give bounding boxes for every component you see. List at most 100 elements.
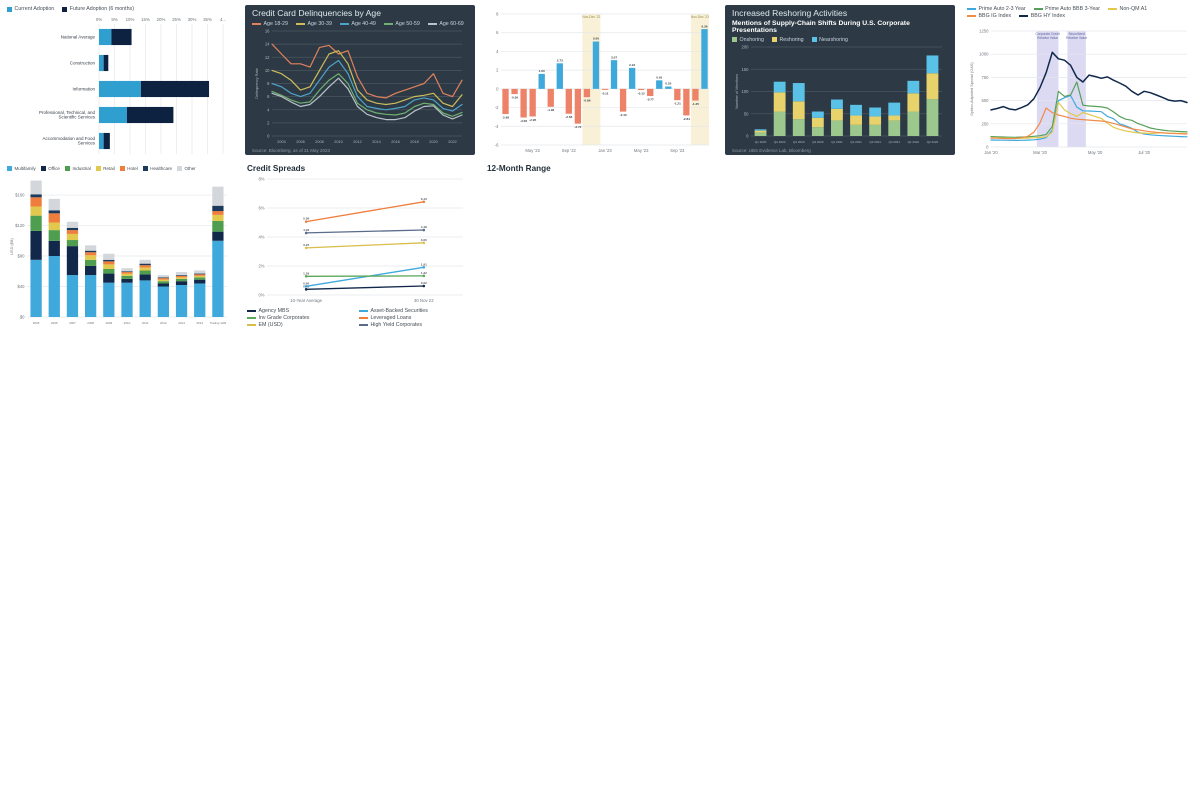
legend-label: Other xyxy=(184,166,196,171)
svg-text:3.25: 3.25 xyxy=(303,243,309,247)
svg-text:4...: 4... xyxy=(220,17,226,22)
svg-text:Q3 2021: Q3 2021 xyxy=(869,140,881,144)
svg-text:2010: 2010 xyxy=(124,321,131,325)
panel-title: 12-Month Range xyxy=(487,164,551,173)
credit-spreads-legend: Agency MBS Asset-Backed Securities Inv Gra… xyxy=(247,308,473,328)
svg-text:Information: Information xyxy=(72,87,95,92)
legend-swatch-sq xyxy=(7,166,12,171)
structured-credit-oas-legend: Prime Auto 2-3 Year Prime Auto BBB 3-Year… xyxy=(967,6,1193,19)
svg-text:May '20: May '20 xyxy=(1088,150,1103,155)
legend-label: Hotel xyxy=(127,166,138,171)
panel-subtitle: Mentions of Supply-Chain Shifts During U… xyxy=(732,19,910,35)
svg-text:10: 10 xyxy=(265,68,270,73)
svg-text:2008: 2008 xyxy=(315,140,323,144)
twelve-month-range-card: 12-Month Range xyxy=(480,160,720,330)
svg-text:1000: 1000 xyxy=(979,52,989,57)
svg-text:1.29: 1.29 xyxy=(303,272,309,276)
svg-text:50: 50 xyxy=(744,111,749,116)
svg-text:$160: $160 xyxy=(15,193,25,198)
legend-label: Agency MBS xyxy=(258,308,290,314)
svg-text:Q1 2020: Q1 2020 xyxy=(755,140,767,144)
legend-label: Leveraged Loans xyxy=(370,315,412,321)
ai-adoption-by-industry-plot: 0% 5% 10% 15% 20% 25% 30% 35% 4... National Avera… xyxy=(7,12,233,158)
svg-text:2018: 2018 xyxy=(410,140,418,144)
svg-text:100: 100 xyxy=(742,89,750,94)
reshoring-mentions-plot: 0 50 100 150 200 Q1 2020 Q2 2020 Q3 2020 Q4 2020… xyxy=(732,43,948,147)
svg-text:2007: 2007 xyxy=(69,321,76,325)
svg-text:4%: 4% xyxy=(258,235,264,240)
svg-text:4: 4 xyxy=(496,49,499,54)
legend-swatch-line xyxy=(383,22,393,25)
panel-credit-card-delinquencies: Credit Card Delinquencies by Age Age 18-2… xyxy=(240,0,480,160)
svg-text:2013: 2013 xyxy=(178,321,185,325)
legend-item: Nearshoring xyxy=(811,37,848,43)
legend-item: BBG HY Index xyxy=(1019,13,1065,19)
legend-item: High Yield Corporates xyxy=(358,322,463,328)
legend-label: Age 50-59 xyxy=(395,20,420,27)
svg-text:May '23: May '23 xyxy=(634,148,649,153)
svg-text:-0.56: -0.56 xyxy=(511,95,518,99)
svg-text:-0.11: -0.11 xyxy=(602,91,609,95)
panel-cre-issuance: Multifamily Office Industrial Retail Hotel He… xyxy=(0,160,240,330)
legend-swatch-line xyxy=(1033,8,1043,10)
svg-text:-1.25: -1.25 xyxy=(692,102,699,106)
legend-label: Healthcare xyxy=(150,166,172,171)
legend-item: Inv Grade Corporates xyxy=(247,315,351,321)
structured-credit-oas-plot: Corporate Credit Relative Value Securitize… xyxy=(967,19,1193,158)
legend-item: Age 50-59 xyxy=(383,20,420,27)
svg-text:Q2 2022: Q2 2022 xyxy=(927,140,939,144)
legend-item: Prime Auto 2-3 Year xyxy=(967,6,1026,12)
legend-swatch-sq xyxy=(7,6,12,12)
svg-text:0%: 0% xyxy=(96,17,102,22)
svg-text:Q4 2021: Q4 2021 xyxy=(888,140,900,144)
monthly-net-flows-plot: Nov-Dec '22 Nov-Dec '23 -6 -4 -2 0 2 4 6 8 -2.69 -0… xyxy=(487,4,713,158)
legend-item: Office xyxy=(40,166,60,171)
legend-item: Industrial xyxy=(64,166,91,171)
svg-text:14: 14 xyxy=(265,42,270,47)
legend-swatch-line xyxy=(252,22,261,25)
cre-issuance-chart: $0 $40 $80 $120 $160 2005 2006 2007 2008 2009 2010… xyxy=(9,180,227,325)
legend-item: Hotel xyxy=(119,166,138,171)
svg-text:0: 0 xyxy=(267,133,270,138)
svg-text:20%: 20% xyxy=(157,17,166,22)
svg-text:10-Year Average: 10-Year Average xyxy=(290,298,322,303)
svg-text:Mar '20: Mar '20 xyxy=(1033,150,1048,155)
svg-text:National Average: National Average xyxy=(61,35,96,40)
reshoring-mentions-chart: 0 50 100 150 200 Q1 2020 Q2 2020 Q3 2020 Q4 2020… xyxy=(734,44,942,144)
legend-item: Retail xyxy=(95,166,115,171)
legend-swatch-line xyxy=(358,317,368,319)
svg-text:12: 12 xyxy=(265,55,270,60)
ai-adoption-by-industry-card: Current Adoption Future Adoption (6 month… xyxy=(0,0,240,160)
svg-text:-2.84: -2.84 xyxy=(683,117,690,121)
panel-reshoring-mentions: Increased Reshoring Activities Mentions o… xyxy=(720,0,960,160)
svg-text:2010: 2010 xyxy=(334,140,342,144)
svg-text:Jul '20: Jul '20 xyxy=(1138,150,1151,155)
svg-text:$0: $0 xyxy=(20,315,25,320)
svg-text:25%: 25% xyxy=(172,17,181,22)
legend-swatch-line xyxy=(967,15,976,17)
svg-text:1.91: 1.91 xyxy=(421,263,427,267)
reshoring-mentions-card: Increased Reshoring Activities Mentions o… xyxy=(725,5,955,155)
legend-swatch-sq xyxy=(771,37,777,43)
svg-text:35%: 35% xyxy=(203,17,212,22)
source-note: Source: Bloomberg, as of 31 May 2023 xyxy=(252,148,331,153)
svg-text:Jan '23: Jan '23 xyxy=(598,148,612,153)
legend-item: Healthcare xyxy=(142,166,172,171)
source-note: Source: UBS Evidence Lab, Bloomberg xyxy=(732,148,811,153)
svg-text:-3.06: -3.06 xyxy=(520,119,527,123)
svg-text:Q2 2020: Q2 2020 xyxy=(774,140,786,144)
svg-text:Nov-Dec '23: Nov-Dec '23 xyxy=(691,15,709,19)
svg-text:Q1 2022: Q1 2022 xyxy=(908,140,920,144)
ai-adoption-by-industry-chart: 0% 5% 10% 15% 20% 25% 30% 35% 4... National Avera… xyxy=(39,17,226,154)
legend-label: Office xyxy=(48,166,60,171)
svg-text:0.62: 0.62 xyxy=(421,281,427,285)
cre-issuance-plot: $0 $40 $80 $120 $160 2005 2006 2007 2008 2009 2010… xyxy=(7,171,233,328)
svg-text:8%: 8% xyxy=(258,177,264,182)
panel-twelve-month-range: 12-Month Range xyxy=(480,160,720,330)
legend-swatch-line xyxy=(247,310,256,312)
svg-text:Q1 2021: Q1 2021 xyxy=(831,140,843,144)
